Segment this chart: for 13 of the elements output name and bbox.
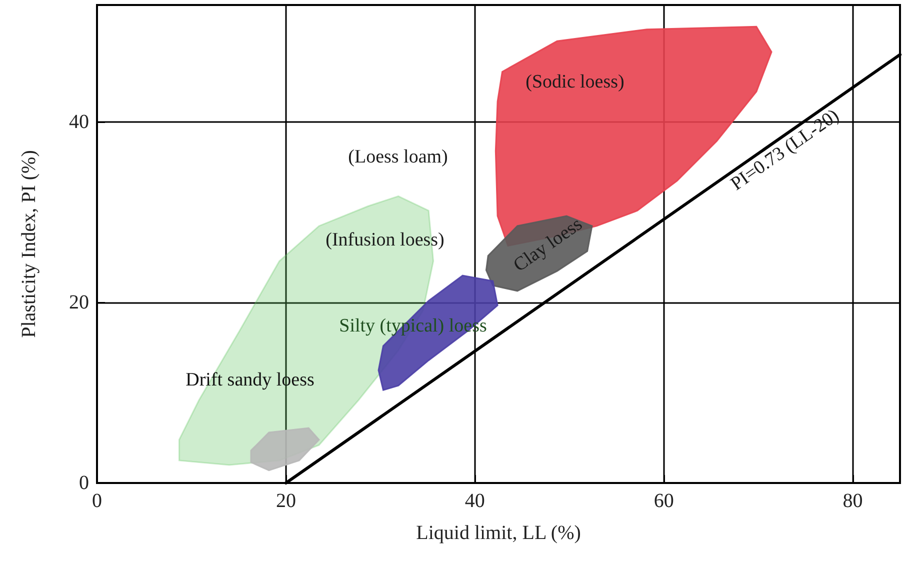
x-tick-label: 40 (464, 490, 485, 512)
y-tick-label: 20 (69, 292, 89, 314)
x-tick-label: 20 (276, 490, 296, 512)
annotation: (Loess loam) (348, 146, 448, 168)
annotation: (Sodic loess) (526, 72, 624, 92)
x-tick-label: 80 (842, 490, 863, 512)
y-tick-label: 0 (79, 472, 89, 494)
x-tick-label: 60 (654, 490, 674, 512)
annotation: Clay loess (510, 214, 586, 276)
annotation: (Infusion loess) (326, 230, 444, 250)
y-tick-label: 40 (69, 111, 89, 134)
y-axis-title: Plasticity Index, PI (%) (18, 150, 40, 338)
x-axis-title: Liquid limit, LL (%) (416, 522, 581, 544)
